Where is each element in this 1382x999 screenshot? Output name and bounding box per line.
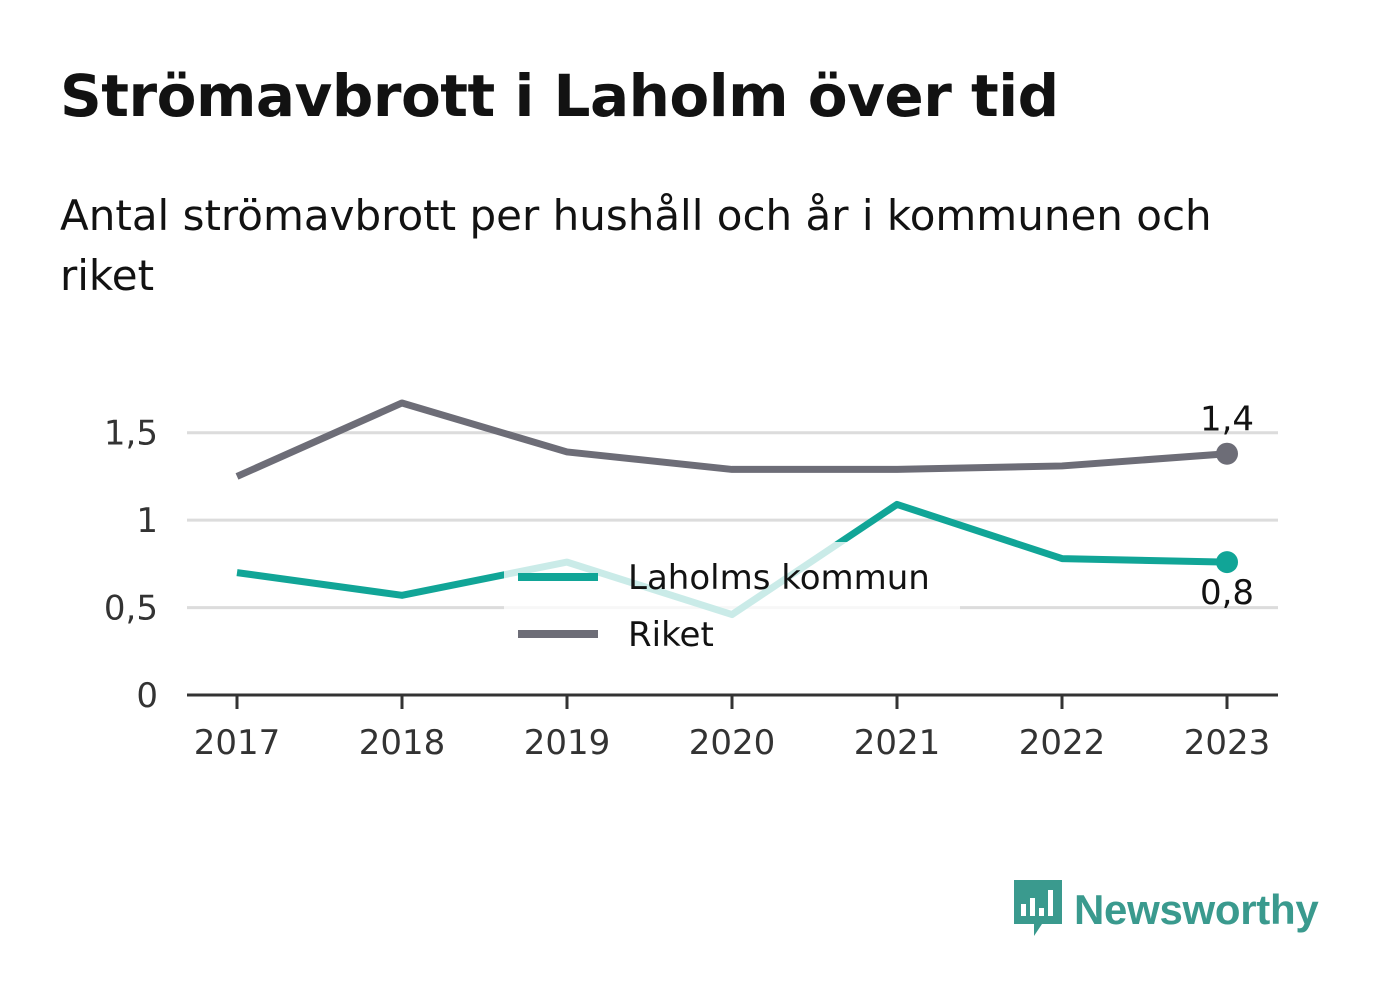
- legend: Laholms kommun Riket: [504, 542, 960, 664]
- legend-label: Laholms kommun: [628, 558, 930, 598]
- end-marker: [1216, 551, 1238, 574]
- newsworthy-logo: Newsworthy: [1012, 878, 1319, 942]
- chart-title: Strömavbrott i Laholm över tid: [60, 62, 1059, 130]
- end-labels: 0,8 1,4: [1200, 400, 1254, 613]
- y-tick-label: 0: [136, 676, 158, 716]
- y-tick-label: 1,5: [104, 414, 158, 454]
- brand-name: Newsworthy: [1074, 886, 1319, 933]
- chart-subtitle: Antal strömavbrott per hushåll och år i …: [60, 191, 1212, 300]
- legend-label: Riket: [628, 615, 714, 655]
- y-tick-label: 1: [136, 501, 158, 541]
- end-value-label: 1,4: [1200, 400, 1254, 440]
- x-tick-label: 2018: [359, 723, 446, 763]
- x-tick-label: 2020: [689, 723, 776, 763]
- series-line: [235, 399, 1228, 480]
- bar-chart-speech-bubble-icon: [1012, 878, 1064, 942]
- x-tick-label: 2023: [1184, 723, 1271, 763]
- legend-background: [504, 542, 960, 664]
- x-tick-label: 2021: [854, 723, 941, 763]
- x-axis: 2017 2018 2019 2020 2021 2022 2023: [187, 693, 1278, 763]
- end-value-label: 0,8: [1200, 573, 1254, 613]
- y-tick-label: 0,5: [104, 589, 158, 629]
- x-tick-label: 2022: [1019, 723, 1106, 763]
- x-tick-label: 2019: [524, 723, 611, 763]
- y-axis-ticks: 0 0,5 1 1,5: [104, 414, 158, 716]
- x-tick-label: 2017: [194, 723, 281, 763]
- end-marker: [1216, 442, 1238, 465]
